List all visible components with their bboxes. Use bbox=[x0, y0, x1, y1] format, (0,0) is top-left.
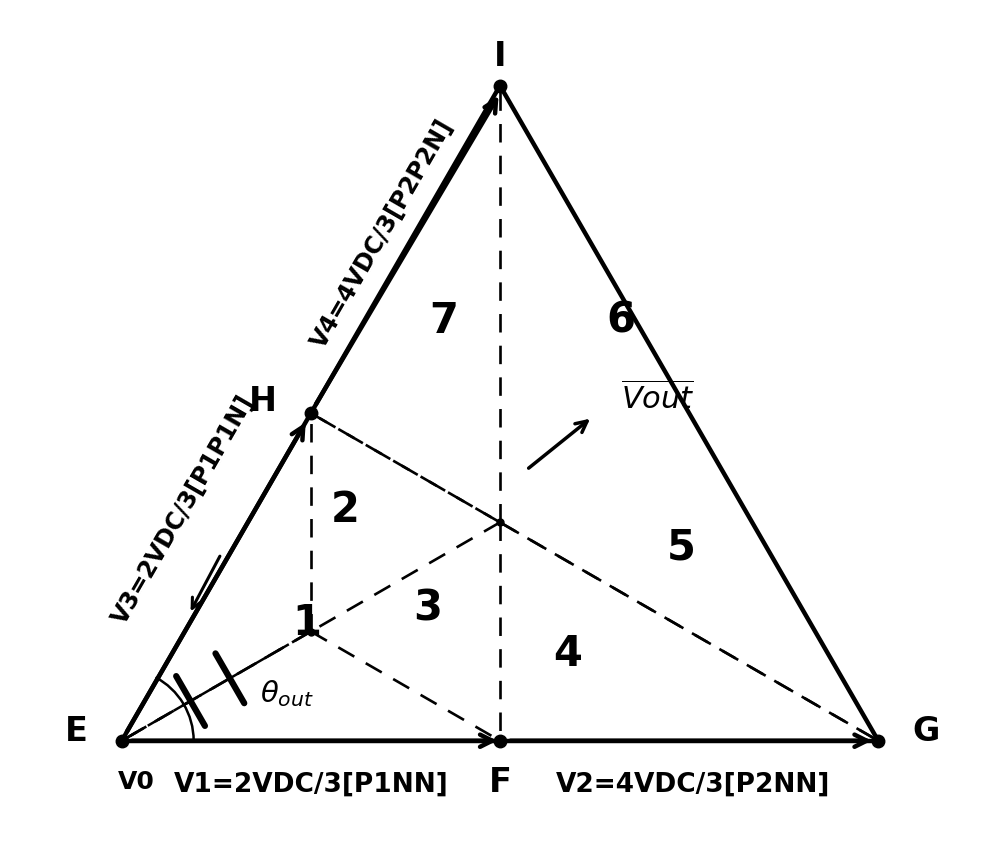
Text: 1: 1 bbox=[293, 602, 322, 645]
Text: V0: V0 bbox=[118, 771, 155, 794]
Text: V4=4VDC/3[P2P2N]: V4=4VDC/3[P2P2N] bbox=[307, 115, 458, 352]
Text: 3: 3 bbox=[414, 587, 443, 629]
Text: G: G bbox=[912, 715, 940, 748]
Text: H: H bbox=[249, 385, 277, 418]
Text: E: E bbox=[65, 715, 88, 748]
Text: 5: 5 bbox=[667, 527, 696, 569]
Text: I: I bbox=[494, 41, 506, 74]
Text: F: F bbox=[489, 766, 511, 799]
Text: 2: 2 bbox=[330, 489, 359, 531]
Text: $\theta_{out}$: $\theta_{out}$ bbox=[260, 678, 314, 709]
Text: 7: 7 bbox=[429, 299, 458, 342]
Text: $\overline{Vout}$: $\overline{Vout}$ bbox=[621, 381, 695, 415]
Text: V1=2VDC/3[P1NN]: V1=2VDC/3[P1NN] bbox=[174, 772, 448, 798]
Text: V2=4VDC/3[P2NN]: V2=4VDC/3[P2NN] bbox=[556, 772, 830, 798]
Text: 4: 4 bbox=[554, 633, 583, 675]
Text: V3=2VDC/3[P1P1N]: V3=2VDC/3[P1P1N] bbox=[108, 392, 259, 629]
Text: 6: 6 bbox=[607, 299, 636, 342]
